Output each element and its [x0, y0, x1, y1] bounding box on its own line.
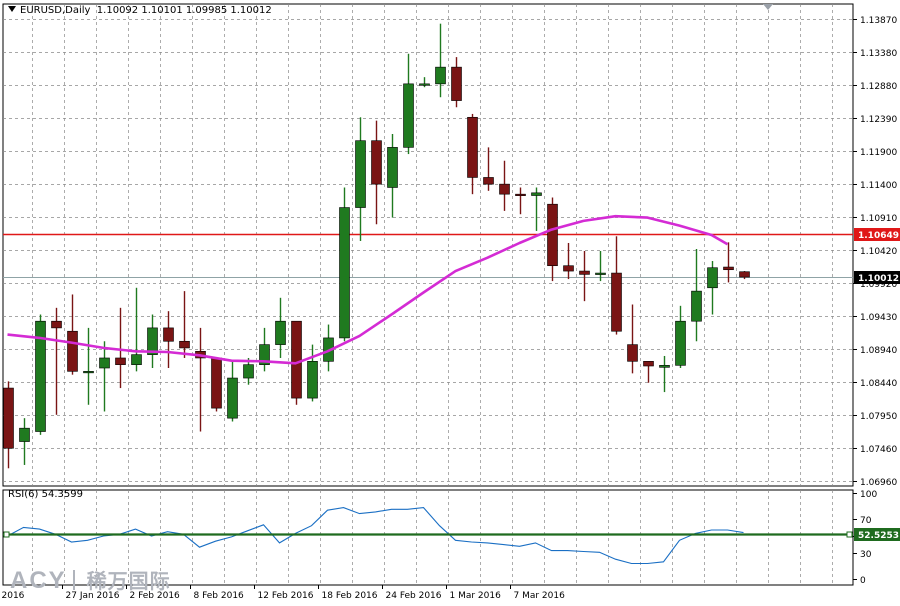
candle-body	[211, 357, 222, 409]
brand-name-cn: 稀万国际	[86, 571, 171, 593]
x-tick-label: 1 Mar 2016	[450, 591, 502, 601]
candle-body	[3, 387, 14, 449]
y-tick-label: 1.12880	[860, 82, 897, 92]
rsi-level-handle-right	[846, 531, 853, 538]
candle-body	[51, 320, 62, 329]
rsi-y-tick-label: 30	[860, 550, 872, 560]
y-tick-label: 1.08440	[860, 379, 897, 389]
y-tick-label: 1.10910	[860, 214, 897, 224]
candle-body	[499, 183, 510, 195]
x-tick-label: 18 Feb 2016	[322, 591, 378, 601]
x-tick-label: 8 Feb 2016	[194, 591, 245, 601]
candle-body	[403, 83, 414, 148]
y-tick-label: 1.12390	[860, 115, 897, 125]
rsi-level-tag-text: 52.5253	[858, 531, 899, 541]
candle-body	[611, 272, 622, 332]
x-tick-label: 2 Feb 2016	[130, 591, 181, 601]
candle-body	[339, 207, 350, 339]
rsi-level-tag	[854, 528, 900, 541]
candle-body	[19, 427, 30, 442]
candle-body	[723, 266, 734, 271]
candle-body	[419, 83, 430, 86]
resistance-price-tag-text: 1.10649	[858, 231, 899, 241]
candle-body	[99, 357, 110, 369]
candle-body	[435, 66, 446, 85]
x-tick-label: 12 Feb 2016	[258, 591, 314, 601]
y-tick-label: 1.11400	[860, 181, 897, 191]
candle-body	[259, 344, 270, 365]
y-tick-label: 1.13380	[860, 49, 897, 59]
y-tick-label: 1.11900	[860, 148, 897, 158]
y-tick-label: 1.07460	[860, 445, 897, 455]
rsi-label: RSI(6) 54.3599	[8, 489, 83, 500]
candle-body	[307, 361, 318, 399]
y-tick-label: 1.13870	[860, 16, 897, 26]
candle-body	[659, 365, 670, 368]
candle-body	[515, 193, 526, 196]
candle-body	[163, 327, 174, 342]
y-tick-label: 1.09920	[860, 280, 897, 290]
y-tick-label: 1.08940	[860, 346, 897, 356]
rsi-y-tick-label: 0	[860, 576, 866, 586]
candle-body	[371, 140, 382, 185]
candle-body	[483, 177, 494, 185]
candle-body	[563, 265, 574, 272]
candle-body	[275, 320, 286, 345]
candle-body	[675, 320, 686, 366]
brand-name: ACY	[10, 567, 67, 594]
candle-body	[83, 371, 94, 374]
candle-body	[579, 270, 590, 275]
chart-header: EURUSD,Daily 1.10092 1.10101 1.09985 1.1…	[8, 5, 272, 16]
candle-body	[179, 340, 190, 349]
x-tick-label: 7 Mar 2016	[514, 591, 566, 601]
candle-body	[355, 140, 366, 208]
rsi-y-tick-label: 70	[860, 516, 872, 526]
y-tick-label: 1.10420	[860, 247, 897, 257]
ohlc-values: 1.10092 1.10101 1.09985 1.10012	[96, 5, 272, 16]
candle-body	[451, 66, 462, 101]
candle-body	[467, 116, 478, 178]
price-panel-frame	[2, 3, 854, 487]
dropdown-triangle-icon[interactable]	[8, 6, 16, 12]
candle-body	[547, 203, 558, 267]
y-tick-label: 1.06960	[860, 478, 897, 488]
candle-body	[531, 192, 542, 196]
current-price-tag	[854, 271, 900, 284]
candle-body	[739, 271, 750, 278]
resistance-price-tag	[854, 228, 900, 241]
candle-body	[691, 290, 702, 322]
candle-body	[115, 357, 126, 365]
candle-body	[643, 361, 654, 367]
candle-body	[595, 272, 606, 275]
logo-divider	[72, 570, 75, 590]
brand-logo: ACY 稀万国际	[10, 565, 171, 595]
x-tick-label: 27 Jan 2016	[66, 591, 120, 601]
y-tick-label: 1.07950	[860, 412, 897, 422]
x-tick-label: 24 Feb 2016	[386, 591, 442, 601]
y-tick-label: 1.09430	[860, 313, 897, 323]
rsi-level-handle-left	[3, 531, 10, 538]
candle-body	[387, 147, 398, 188]
symbol-label: EURUSD,Daily	[20, 5, 91, 16]
moving-average-line	[7, 214, 729, 365]
candle-body	[243, 364, 254, 379]
current-price-tag-text: 1.10012	[858, 274, 899, 284]
candle-body	[291, 320, 302, 399]
candle-body	[67, 330, 78, 372]
candle-body	[627, 344, 638, 362]
rsi-line	[7, 507, 744, 565]
candle-body	[707, 267, 718, 289]
candle-body	[147, 327, 158, 355]
candle-body	[131, 354, 142, 365]
rsi-panel-frame	[2, 489, 854, 586]
scroll-marker-icon[interactable]	[763, 4, 773, 10]
candle-body	[35, 320, 46, 432]
x-tick-label: 2016	[2, 591, 25, 601]
rsi-y-tick-label: 100	[860, 490, 877, 500]
candle-body	[227, 377, 238, 419]
